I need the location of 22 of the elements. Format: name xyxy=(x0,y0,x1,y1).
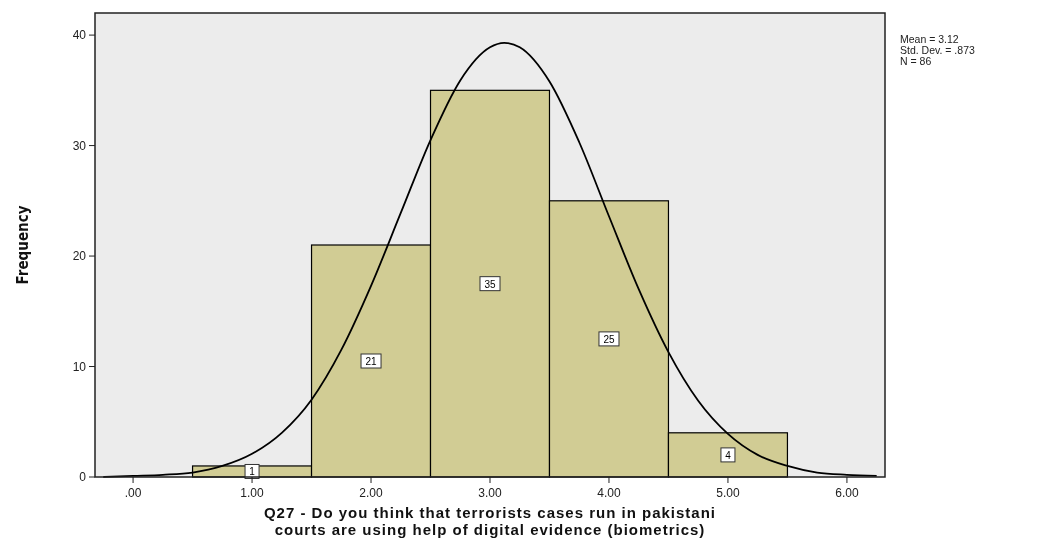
text: Std. Dev. = .873 xyxy=(900,44,975,56)
y-axis-title: Frequency xyxy=(14,205,32,285)
x-tick-label: 2.00 xyxy=(359,486,384,500)
data-label: 25 xyxy=(603,333,615,345)
y-tick-label: 40 xyxy=(72,28,87,43)
y-tick-label: 0 xyxy=(79,470,87,484)
data-label: 4 xyxy=(725,449,732,461)
y-tick-label: 30 xyxy=(72,138,87,153)
data-label: 1 xyxy=(249,466,256,478)
x-tick-label: 5.00 xyxy=(716,486,740,500)
x-tick-label: .00 xyxy=(124,486,142,500)
y-tick-label: 10 xyxy=(72,359,87,374)
x-tick-label: 3.00 xyxy=(478,486,502,500)
text: Mean = 3.12 xyxy=(900,33,959,45)
x-axis-title: Q27 - Do you think that terrorists cases run in pakistani courts are using help of digital evidence (biometrics) xyxy=(263,504,717,538)
data-label: 35 xyxy=(484,278,496,290)
x-tick-label: 4.00 xyxy=(597,486,621,500)
x-tick-label: 6.00 xyxy=(835,486,859,500)
x-tick-label: 1.00 xyxy=(240,486,265,500)
text: N = 86 xyxy=(900,55,932,67)
y-tick-label: 20 xyxy=(72,249,87,264)
data-label: 21 xyxy=(365,356,378,367)
